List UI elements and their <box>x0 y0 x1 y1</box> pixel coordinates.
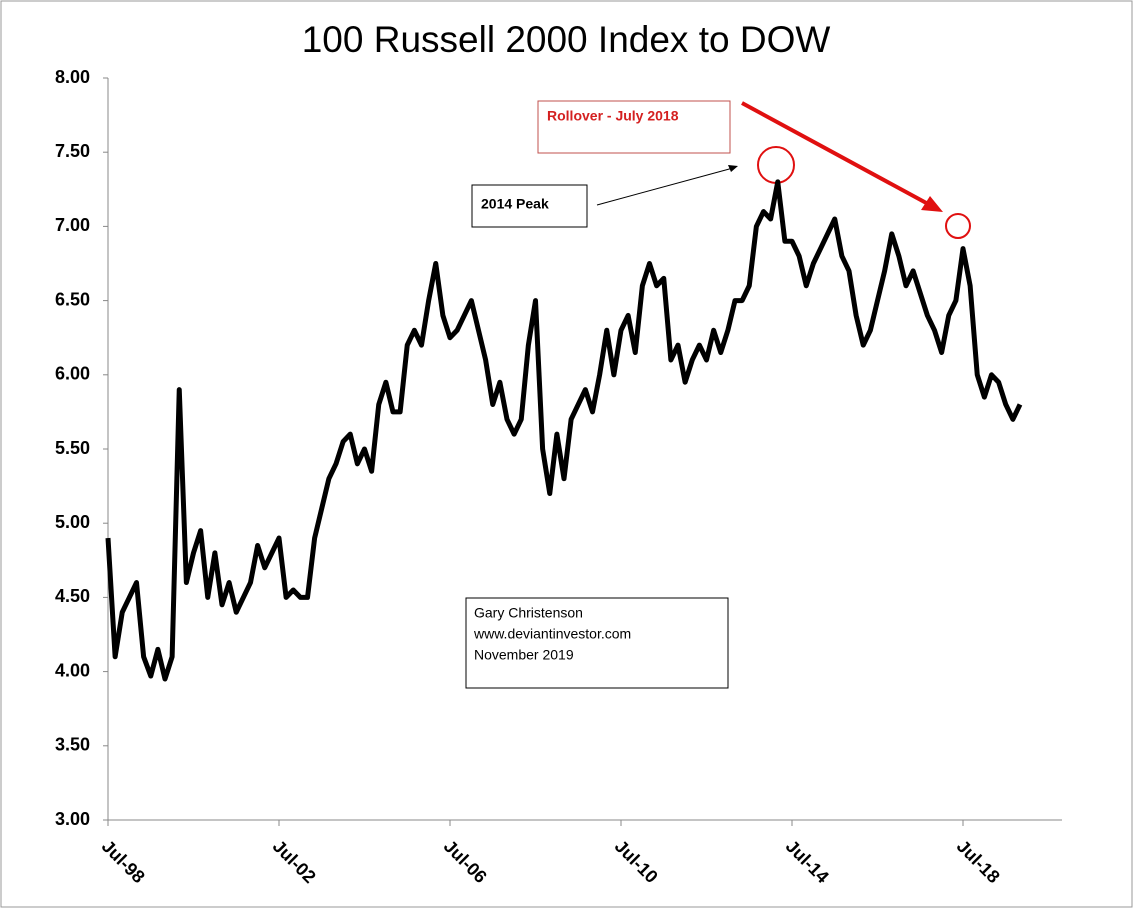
y-tick-label: 7.00 <box>55 215 90 235</box>
credit-line: www.deviantinvestor.com <box>473 626 631 642</box>
arrow-head <box>921 196 943 212</box>
y-tick-label: 5.00 <box>55 512 90 532</box>
annotation-box <box>471 184 588 228</box>
arrow <box>596 167 734 206</box>
credit-line: Gary Christenson <box>474 605 583 621</box>
annotation: 2014 Peak <box>481 196 549 212</box>
y-tick-label: 5.50 <box>55 438 90 458</box>
series-line <box>105 179 1023 682</box>
arrow-head <box>728 165 738 172</box>
credit-line: November 2019 <box>474 647 574 663</box>
y-tick-label: 8.00 <box>55 67 90 87</box>
y-tick-label: 3.50 <box>55 735 90 755</box>
annotation: Rollover - July 2018 <box>547 108 679 124</box>
y-tick-label: 6.00 <box>55 364 90 384</box>
chart-title: 100 Russell 2000 Index to DOW <box>302 19 831 60</box>
y-tick-label: 3.00 <box>55 809 90 829</box>
y-tick-label: 7.50 <box>55 141 90 161</box>
highlight-circle <box>945 213 971 239</box>
y-tick-label: 4.50 <box>55 586 90 606</box>
annotation-box <box>537 100 731 154</box>
y-tick-label: 6.50 <box>55 289 90 309</box>
credit-box <box>465 597 729 689</box>
arrow <box>741 101 931 207</box>
y-tick-label: 4.00 <box>55 660 90 680</box>
